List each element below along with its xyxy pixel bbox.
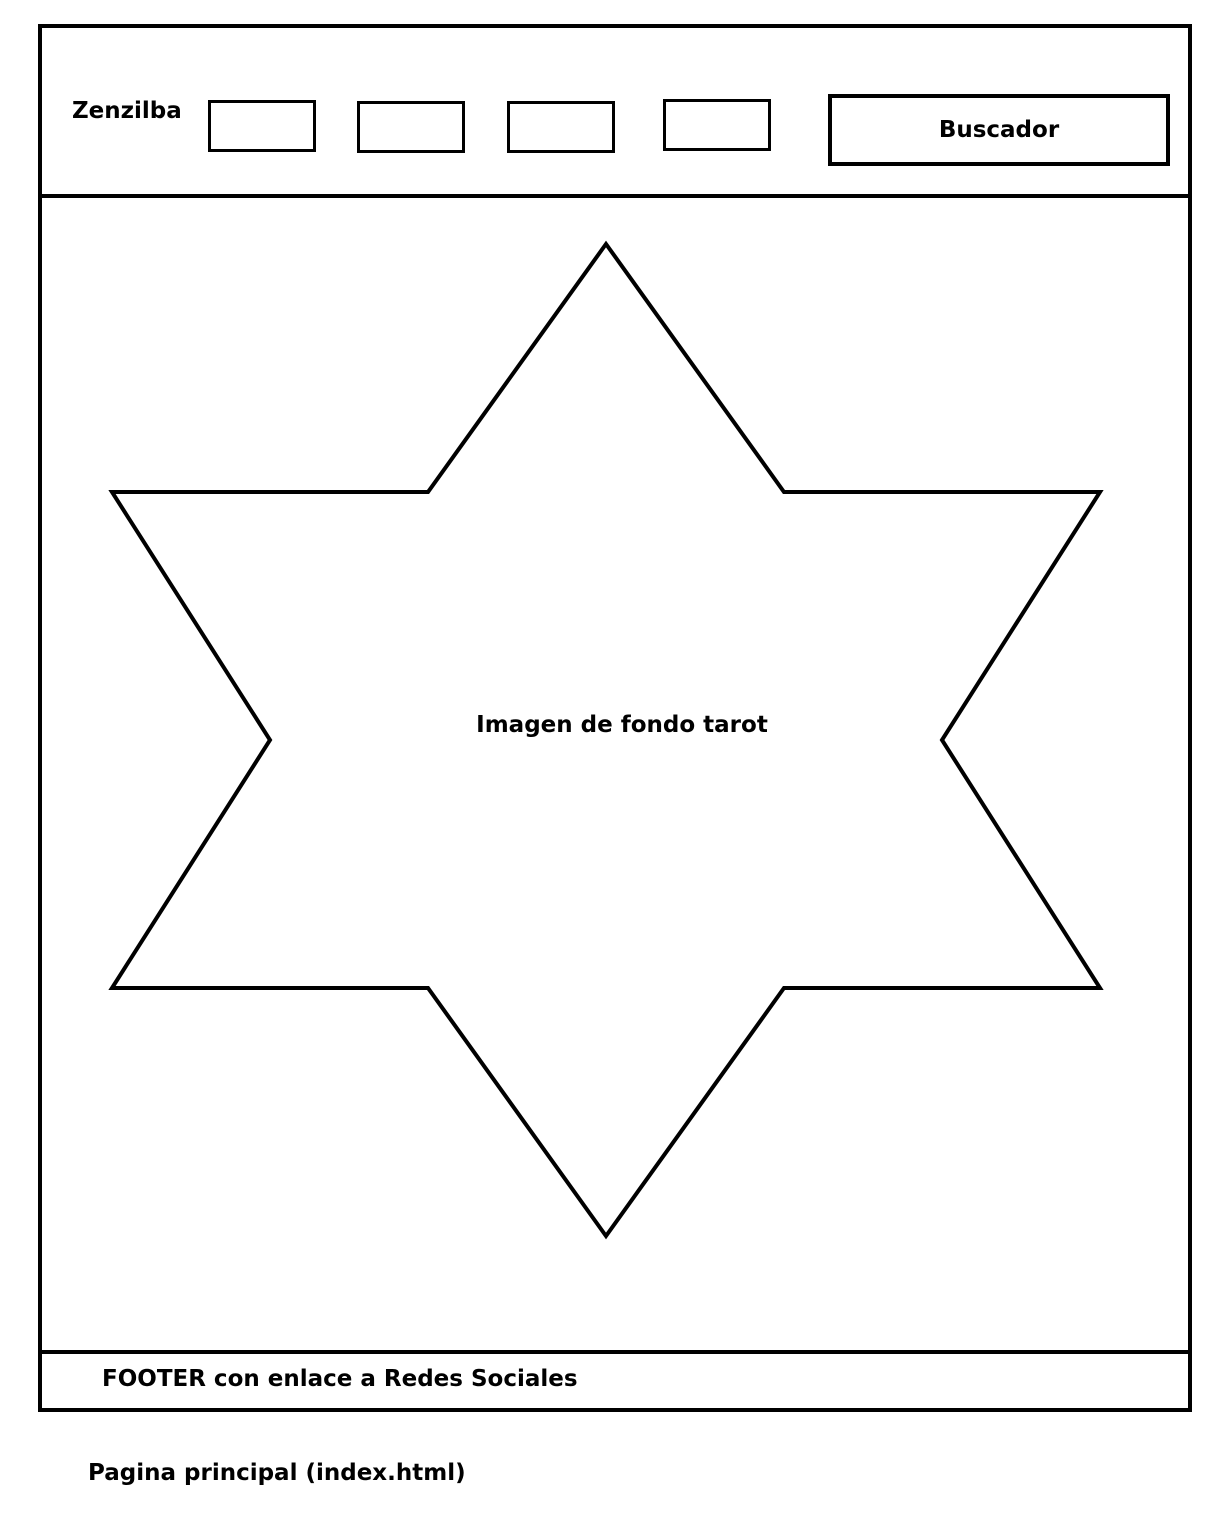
footer: FOOTER con enlace a Redes Sociales xyxy=(42,1350,1188,1408)
nav-item-2[interactable] xyxy=(357,101,465,153)
header: Zenzilba Buscador xyxy=(42,28,1188,198)
nav-item-1[interactable] xyxy=(208,100,316,152)
star-shape-icon xyxy=(108,240,1104,1240)
footer-text[interactable]: FOOTER con enlace a Redes Sociales xyxy=(102,1366,578,1392)
hero-background-image xyxy=(108,240,1104,1240)
page-frame: Zenzilba Buscador Imagen de fondo tarot … xyxy=(38,24,1192,1412)
main-content: Imagen de fondo tarot xyxy=(42,198,1188,1350)
nav-item-4[interactable] xyxy=(663,99,771,151)
hero-label: Imagen de fondo tarot xyxy=(476,712,768,738)
brand-logo[interactable]: Zenzilba xyxy=(72,98,182,124)
page-caption: Pagina principal (index.html) xyxy=(88,1460,466,1486)
nav-item-3[interactable] xyxy=(507,101,615,153)
search-label: Buscador xyxy=(938,117,1060,143)
search-box[interactable]: Buscador xyxy=(828,94,1170,166)
